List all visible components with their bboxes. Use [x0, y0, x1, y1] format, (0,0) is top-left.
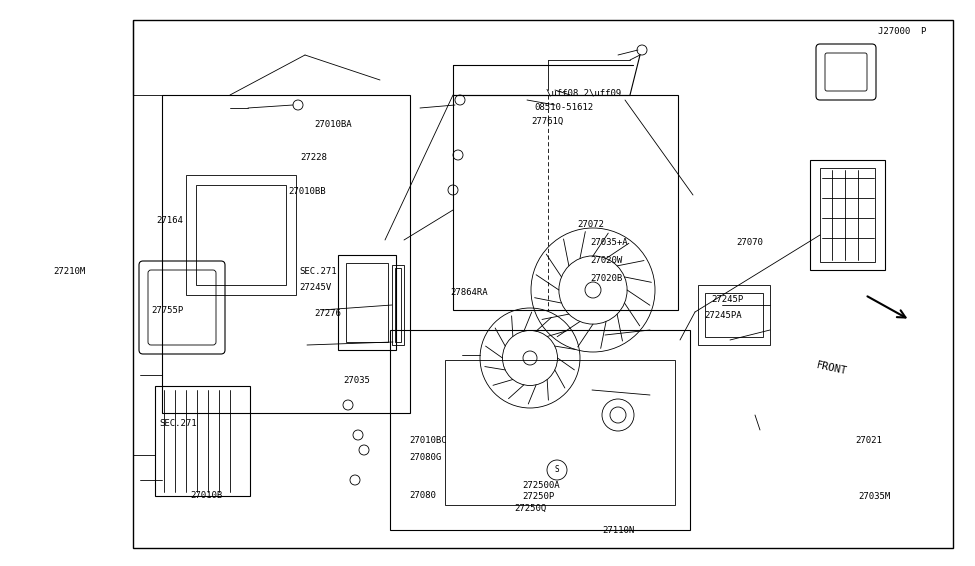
- Text: FRONT: FRONT: [815, 360, 847, 376]
- Text: \uff08 2\uff09: \uff08 2\uff09: [546, 89, 621, 98]
- Text: SEC.271: SEC.271: [159, 419, 197, 428]
- Bar: [155, 386, 250, 496]
- Bar: [392, 265, 404, 345]
- Text: 27755P: 27755P: [151, 306, 183, 315]
- Text: 27010B: 27010B: [190, 491, 222, 500]
- Text: 27020B: 27020B: [590, 274, 622, 283]
- Bar: [162, 95, 410, 413]
- Text: 27035M: 27035M: [858, 492, 890, 501]
- Text: SEC.271: SEC.271: [299, 267, 337, 276]
- Bar: [133, 20, 953, 548]
- Bar: [705, 293, 763, 337]
- Bar: [338, 255, 396, 350]
- Text: 27250Q: 27250Q: [514, 504, 546, 513]
- Text: 08510-51612: 08510-51612: [534, 103, 594, 112]
- Text: 27761Q: 27761Q: [531, 117, 564, 126]
- Text: 27035+A: 27035+A: [590, 238, 628, 247]
- Bar: [698, 285, 770, 345]
- Text: 27010BC: 27010BC: [410, 436, 448, 445]
- Text: 27164: 27164: [156, 216, 183, 225]
- Text: 27276: 27276: [314, 309, 341, 318]
- Text: 272500A: 272500A: [523, 481, 561, 490]
- Text: 27864RA: 27864RA: [450, 288, 488, 297]
- Text: 27035: 27035: [343, 376, 370, 385]
- Text: 27070: 27070: [736, 238, 763, 247]
- Text: 27010BB: 27010BB: [289, 187, 327, 196]
- Text: 27250P: 27250P: [523, 492, 555, 501]
- Text: J27000  P: J27000 P: [878, 27, 926, 36]
- Text: 27080: 27080: [410, 491, 437, 500]
- Text: 27245PA: 27245PA: [704, 311, 742, 320]
- Text: 27210M: 27210M: [54, 267, 86, 276]
- Bar: [453, 95, 678, 310]
- Bar: [810, 160, 885, 270]
- Text: S: S: [555, 465, 560, 474]
- Text: 27245V: 27245V: [299, 283, 332, 292]
- Text: 27110N: 27110N: [603, 526, 635, 535]
- Bar: [196, 185, 286, 285]
- Bar: [820, 168, 875, 262]
- Text: 27080G: 27080G: [410, 453, 442, 462]
- Bar: [346, 263, 388, 342]
- Bar: [186, 175, 296, 295]
- Text: 27021: 27021: [855, 436, 882, 445]
- Text: 27020W: 27020W: [590, 256, 622, 265]
- Bar: [445, 360, 675, 505]
- Text: 27072: 27072: [577, 220, 604, 229]
- Text: 27245P: 27245P: [712, 295, 744, 305]
- Text: 27228: 27228: [300, 153, 328, 162]
- Bar: [390, 330, 690, 530]
- Bar: [395, 268, 401, 342]
- Text: 27010BA: 27010BA: [314, 120, 352, 129]
